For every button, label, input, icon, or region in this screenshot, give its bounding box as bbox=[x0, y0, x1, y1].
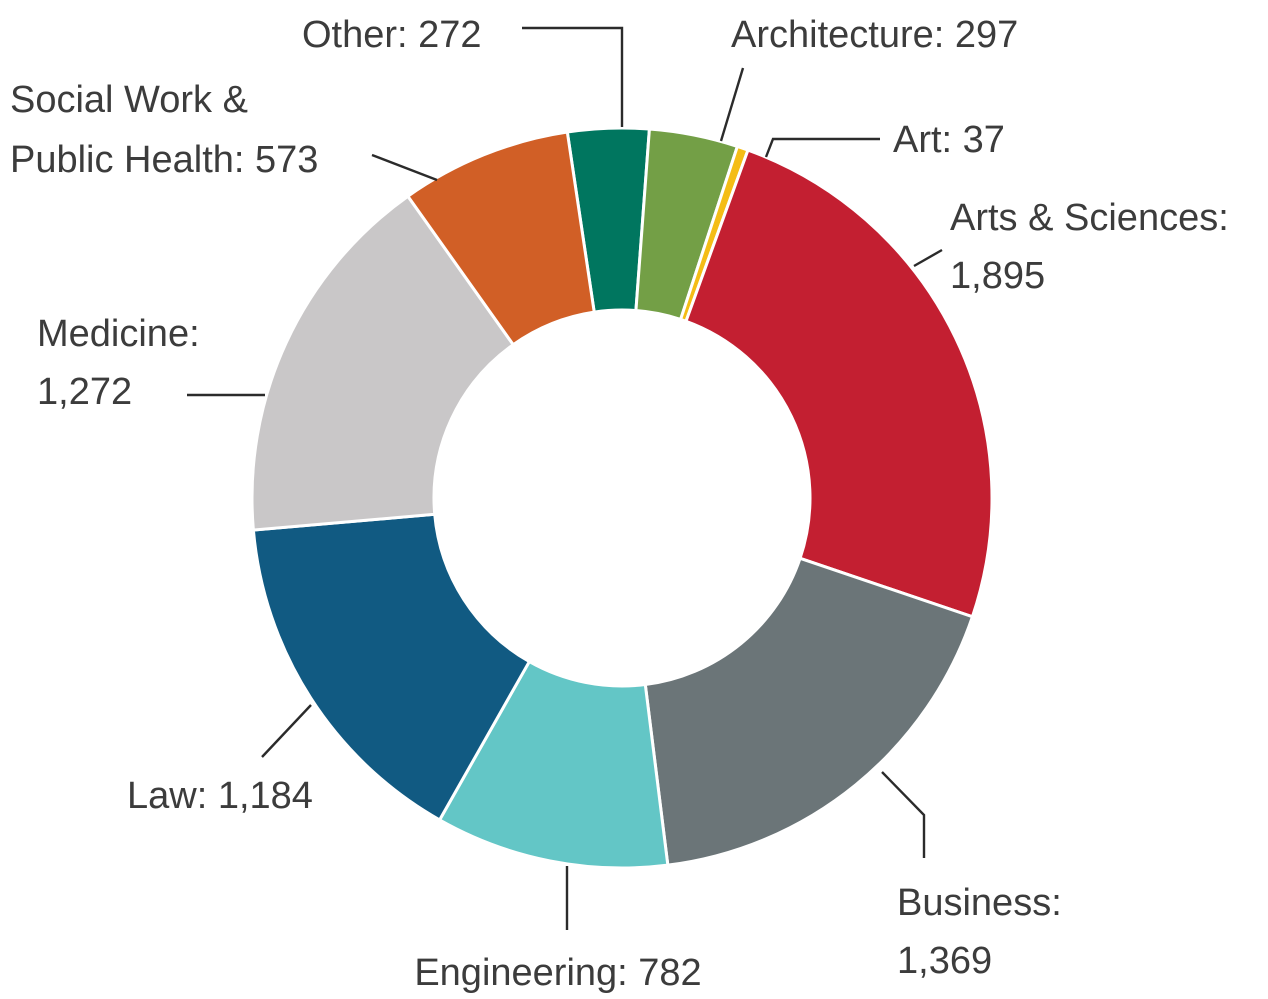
slice-labels: Other: 272 Architecture: 297 Art: 37 Arts &… bbox=[10, 14, 1229, 994]
slice-business bbox=[643, 556, 975, 867]
label-architecture-line-1: Architecture: 297 bbox=[731, 14, 1018, 56]
label-law-line-1: Law: 1,184 bbox=[127, 775, 313, 817]
slice-social-work-and-public-health bbox=[405, 130, 596, 347]
slice-arts-and-sciences bbox=[684, 148, 994, 619]
leader-line-law bbox=[261, 704, 312, 758]
label-art-line-1: Art: 37 bbox=[893, 119, 1005, 161]
label-engineering-line-1: Engineering: 782 bbox=[414, 952, 701, 994]
leader-line-social-work-and-public-health bbox=[371, 153, 438, 182]
slice-medicine bbox=[250, 194, 516, 532]
leader-line-arts-and-sciences bbox=[913, 248, 943, 268]
label-arts-and-sciences-line-2: 1,895 bbox=[950, 255, 1045, 297]
slice-law bbox=[251, 512, 532, 822]
label-other-line-1: Other: 272 bbox=[302, 14, 482, 56]
leader-line-other bbox=[522, 26, 624, 127]
label-business-line-1: Business: bbox=[897, 882, 1062, 924]
label-arts-and-sciences-line-1: Arts & Sciences: bbox=[950, 197, 1229, 239]
label-medicine-line-2: 1,272 bbox=[37, 371, 132, 413]
leader-lines bbox=[187, 26, 943, 930]
label-social-work-and-public-health-line-2: Public Health: 573 bbox=[10, 139, 318, 181]
donut-slices bbox=[250, 126, 994, 870]
leader-line-business bbox=[881, 771, 926, 858]
label-social-work-and-public-health-line-1: Social Work & bbox=[10, 79, 248, 121]
label-business-line-2: 1,369 bbox=[897, 940, 992, 982]
label-medicine-line-1: Medicine: bbox=[37, 313, 200, 355]
leader-line-art bbox=[764, 137, 880, 158]
leader-line-architecture bbox=[719, 67, 745, 142]
